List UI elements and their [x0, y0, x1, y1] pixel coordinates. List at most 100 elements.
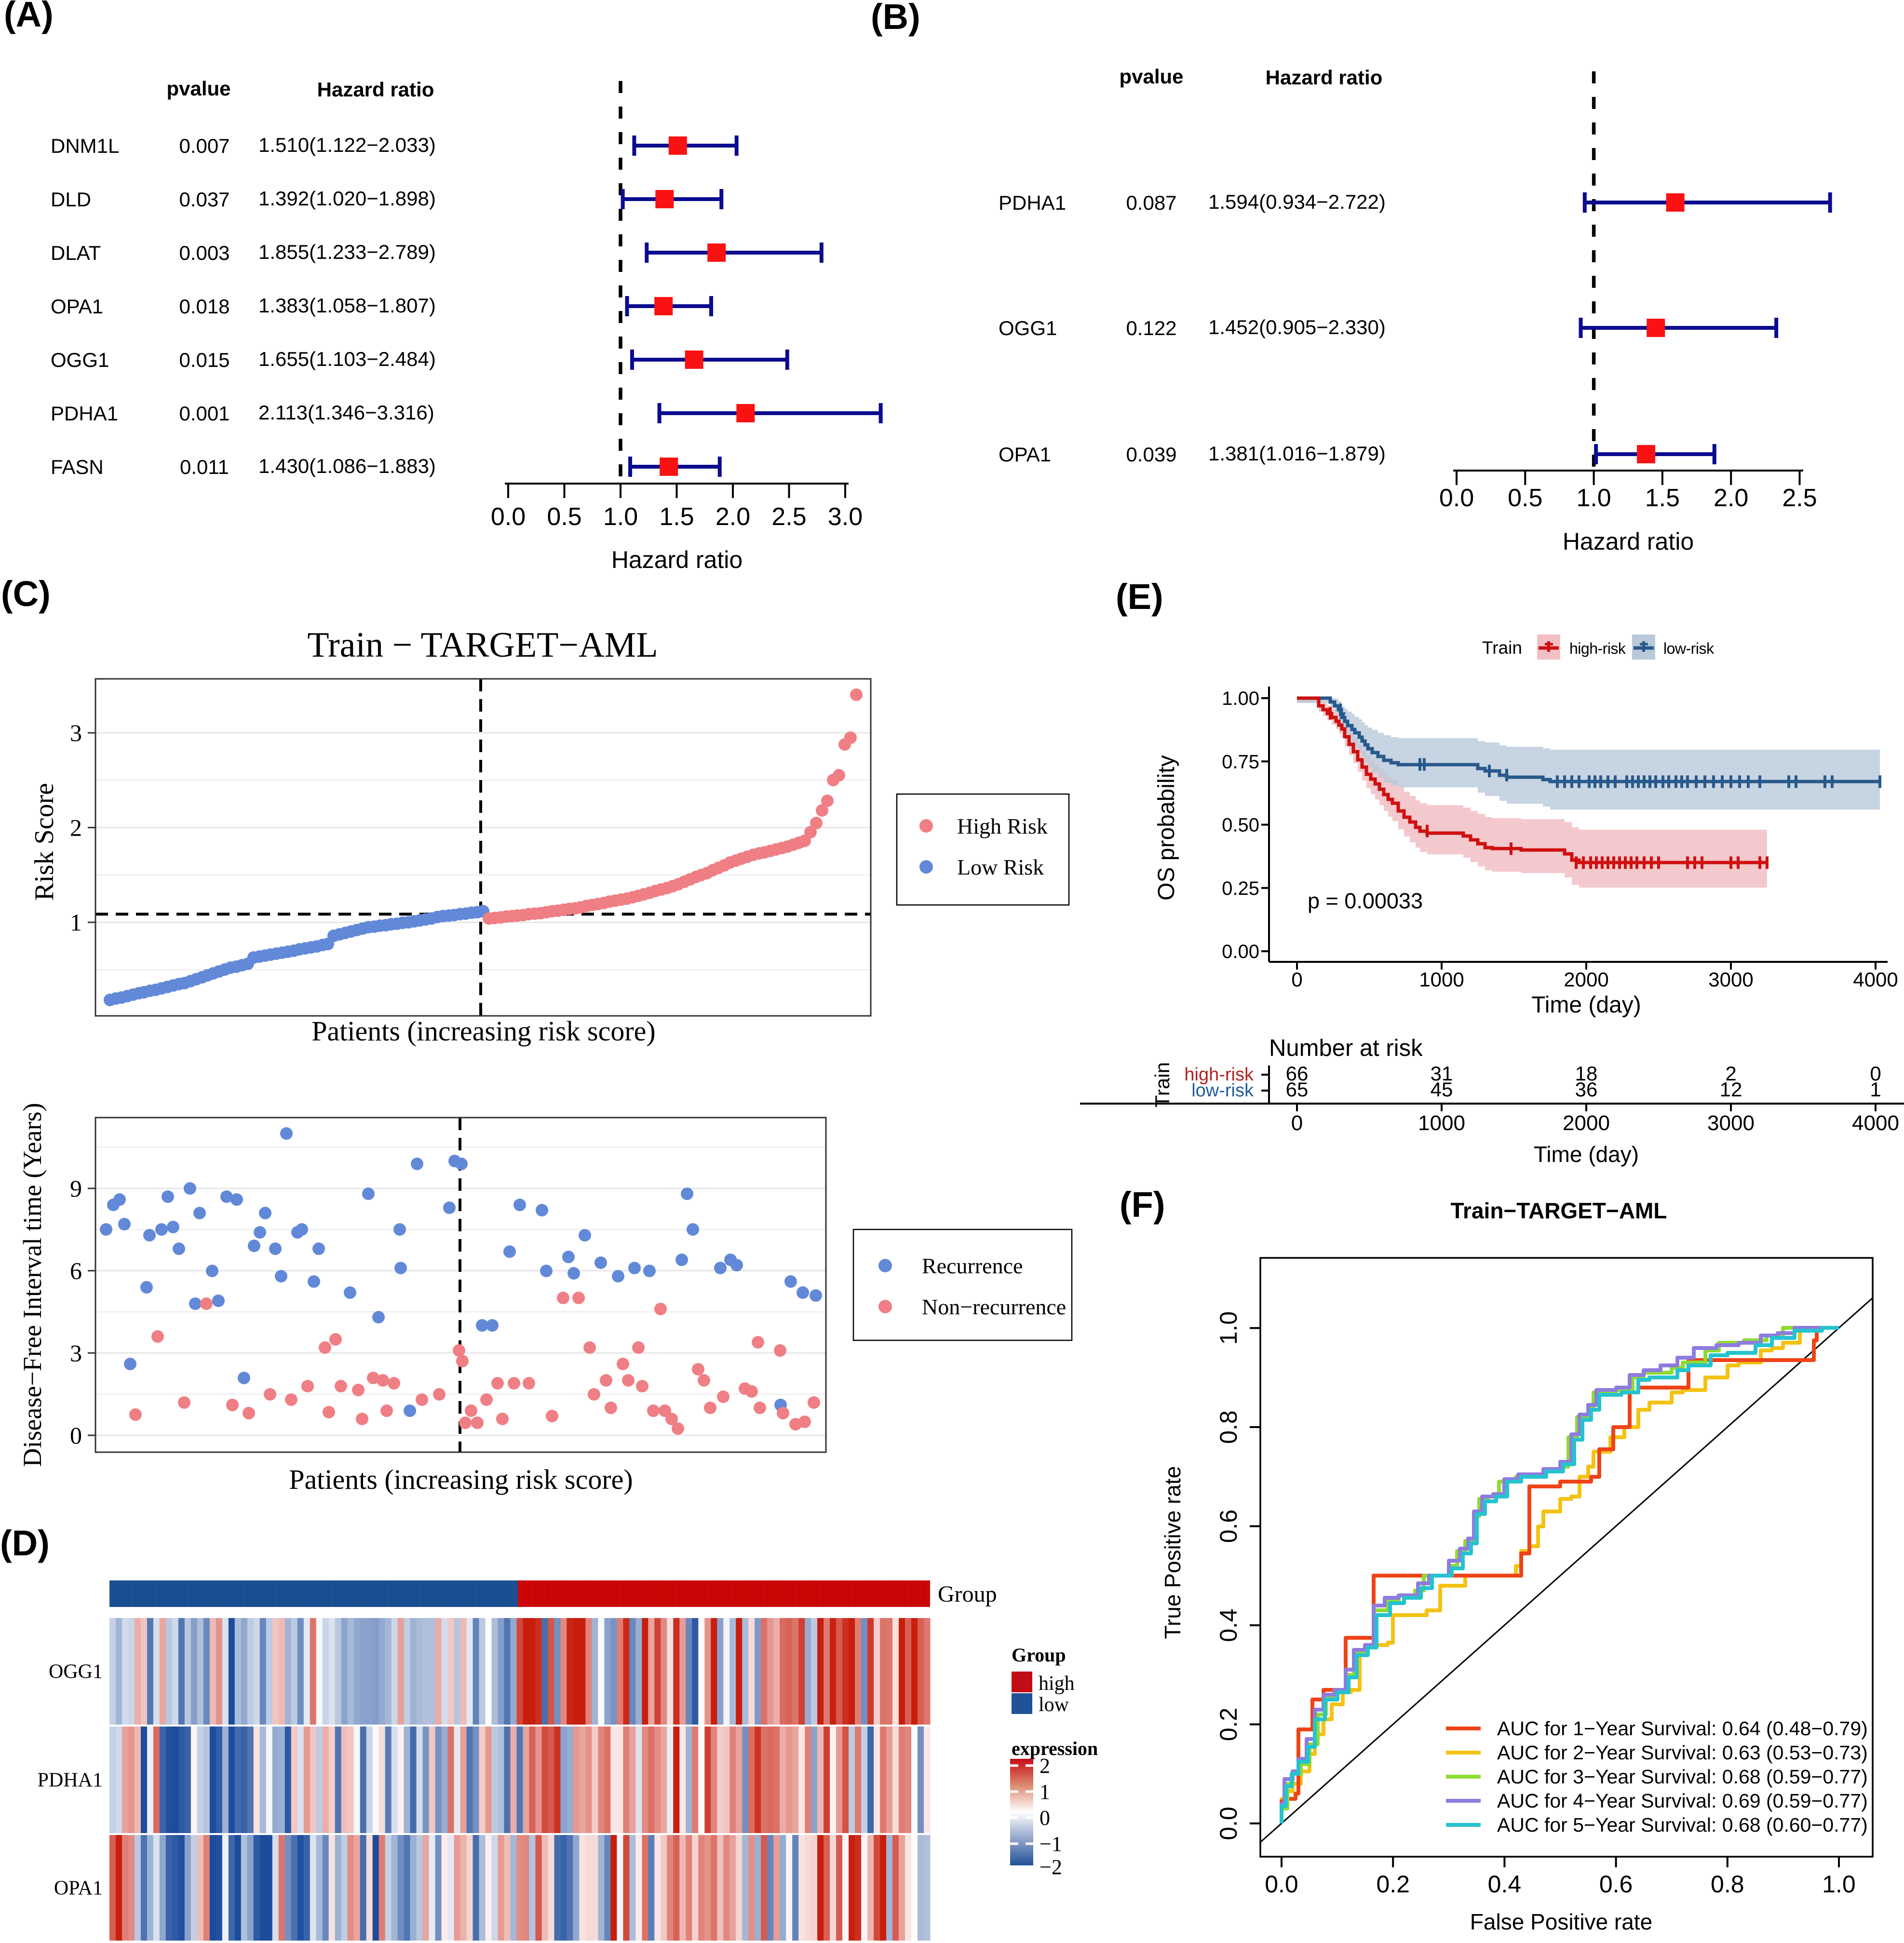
svg-text:Time (day): Time (day) — [1531, 992, 1641, 1018]
svg-text:31: 31 — [1431, 1062, 1453, 1085]
svg-text:(B): (B) — [871, 0, 920, 37]
svg-text:Hazard ratio: Hazard ratio — [317, 78, 434, 101]
svg-text:Non−recurrence: Non−recurrence — [922, 1295, 1066, 1319]
svg-text:True Positive rate: True Positive rate — [1160, 1466, 1185, 1639]
svg-text:1000: 1000 — [1418, 1111, 1465, 1135]
svg-text:0.0: 0.0 — [491, 503, 526, 531]
svg-text:1.0: 1.0 — [603, 503, 638, 531]
svg-text:(C): (C) — [1, 574, 51, 614]
svg-text:0.50: 0.50 — [1222, 815, 1259, 836]
svg-text:0.039: 0.039 — [1126, 443, 1176, 466]
svg-text:low-risk: low-risk — [1663, 640, 1715, 657]
svg-text:AUC for 5−Year Survival: 0.68: AUC for 5−Year Survival: 0.68 (0.60−0.77… — [1497, 1814, 1868, 1836]
svg-text:2: 2 — [70, 814, 82, 841]
svg-text:0.011: 0.011 — [180, 456, 229, 478]
svg-text:1.0: 1.0 — [1822, 1871, 1856, 1898]
svg-text:high-risk: high-risk — [1184, 1065, 1254, 1085]
svg-text:0.007: 0.007 — [179, 135, 230, 157]
svg-text:2.0: 2.0 — [716, 503, 750, 531]
svg-text:1: 1 — [70, 909, 82, 936]
svg-text:2.0: 2.0 — [1714, 484, 1748, 512]
svg-text:0.122: 0.122 — [1126, 317, 1176, 339]
svg-text:1: 1 — [1040, 1780, 1050, 1804]
svg-text:AUC for 1−Year Survival: 0.64: AUC for 1−Year Survival: 0.64 (0.48−0.79… — [1497, 1717, 1868, 1740]
svg-text:0.018: 0.018 — [179, 295, 230, 318]
svg-text:1.0: 1.0 — [1576, 484, 1611, 512]
svg-text:2.113(1.346−3.316): 2.113(1.346−3.316) — [258, 401, 434, 424]
svg-text:(E): (E) — [1116, 577, 1163, 617]
svg-text:3000: 3000 — [1708, 968, 1753, 991]
svg-text:AUC for 4−Year Survival: 0.69: AUC for 4−Year Survival: 0.69 (0.59−0.77… — [1497, 1790, 1868, 1812]
svg-text:2.5: 2.5 — [1782, 484, 1817, 512]
svg-text:0.6: 0.6 — [1599, 1871, 1633, 1898]
svg-text:1.00: 1.00 — [1222, 688, 1259, 709]
svg-text:False Positive rate: False Positive rate — [1470, 1909, 1652, 1934]
svg-text:pvalue: pvalue — [1119, 65, 1183, 88]
svg-text:Train − TARGET−AML: Train − TARGET−AML — [307, 625, 658, 665]
svg-text:3: 3 — [70, 719, 82, 746]
svg-text:Patients (increasing risk scor: Patients (increasing risk score) — [311, 1015, 656, 1047]
svg-text:0: 0 — [70, 1422, 82, 1449]
svg-text:high: high — [1039, 1673, 1075, 1695]
svg-text:0: 0 — [1040, 1806, 1050, 1830]
svg-text:PDHA1: PDHA1 — [999, 191, 1066, 214]
svg-text:3000: 3000 — [1707, 1111, 1755, 1135]
svg-text:Disease−Free Interval time (Ye: Disease−Free Interval time (Years) — [18, 1103, 47, 1467]
svg-text:1.452(0.905−2.330): 1.452(0.905−2.330) — [1208, 316, 1386, 338]
svg-text:AUC for 2−Year Survival: 0.63: AUC for 2−Year Survival: 0.63 (0.53−0.73… — [1497, 1741, 1868, 1764]
svg-text:4000: 4000 — [1852, 1111, 1899, 1135]
svg-text:high-risk: high-risk — [1569, 640, 1626, 657]
svg-text:36: 36 — [1575, 1078, 1598, 1101]
svg-text:1.381(1.016−1.879): 1.381(1.016−1.879) — [1208, 442, 1386, 465]
svg-text:DLD: DLD — [51, 188, 91, 211]
svg-text:0.8: 0.8 — [1711, 1871, 1744, 1898]
svg-text:4000: 4000 — [1853, 968, 1898, 991]
svg-text:expression: expression — [1012, 1738, 1098, 1759]
svg-text:0.5: 0.5 — [547, 503, 581, 531]
svg-text:0.5: 0.5 — [1508, 484, 1542, 512]
svg-text:Risk Score: Risk Score — [29, 783, 59, 901]
svg-text:Patients (increasing risk scor: Patients (increasing risk score) — [289, 1464, 633, 1495]
svg-text:0.0: 0.0 — [1265, 1871, 1298, 1898]
svg-text:OPA1: OPA1 — [54, 1877, 103, 1900]
svg-text:Hazard ratio: Hazard ratio — [1563, 528, 1694, 555]
svg-text:0: 0 — [1291, 1111, 1303, 1135]
svg-text:Train−TARGET−AML: Train−TARGET−AML — [1451, 1198, 1667, 1223]
svg-text:0.2: 0.2 — [1376, 1871, 1410, 1898]
svg-text:−1: −1 — [1040, 1832, 1062, 1856]
svg-text:DLAT: DLAT — [51, 242, 101, 264]
svg-text:1000: 1000 — [1419, 968, 1464, 991]
svg-text:Group: Group — [938, 1581, 997, 1607]
svg-text:0.4: 0.4 — [1488, 1871, 1522, 1898]
svg-text:Hazard ratio: Hazard ratio — [611, 546, 743, 573]
svg-text:0.003: 0.003 — [179, 242, 230, 264]
svg-text:OGG1: OGG1 — [51, 349, 109, 371]
svg-text:0.75: 0.75 — [1222, 751, 1259, 772]
svg-text:1.5: 1.5 — [659, 503, 694, 531]
svg-text:low: low — [1039, 1694, 1069, 1716]
svg-text:0.8: 0.8 — [1215, 1410, 1242, 1444]
svg-text:(F): (F) — [1120, 1185, 1165, 1225]
svg-text:Time (day): Time (day) — [1534, 1142, 1639, 1167]
svg-text:pvalue: pvalue — [166, 77, 230, 100]
svg-text:AUC for 3−Year Survival: 0.68: AUC for 3−Year Survival: 0.68 (0.59−0.77… — [1497, 1766, 1868, 1788]
svg-text:High Risk: High Risk — [957, 814, 1048, 838]
svg-text:FASN: FASN — [51, 456, 104, 478]
svg-text:Hazard ratio: Hazard ratio — [1266, 66, 1383, 89]
svg-text:2: 2 — [1040, 1754, 1050, 1778]
svg-text:0.25: 0.25 — [1222, 878, 1259, 899]
svg-text:0.4: 0.4 — [1215, 1608, 1242, 1642]
svg-text:1: 1 — [1870, 1078, 1881, 1101]
svg-text:0: 0 — [1291, 968, 1302, 991]
svg-text:Recurrence: Recurrence — [922, 1254, 1023, 1278]
svg-text:1.383(1.058−1.807): 1.383(1.058−1.807) — [258, 294, 436, 317]
svg-text:0.015: 0.015 — [179, 349, 230, 371]
svg-text:1.855(1.233−2.789): 1.855(1.233−2.789) — [258, 241, 436, 263]
svg-text:1.5: 1.5 — [1645, 484, 1680, 512]
svg-text:(D): (D) — [0, 1523, 50, 1563]
svg-text:−2: −2 — [1040, 1855, 1062, 1879]
svg-text:0.0: 0.0 — [1215, 1807, 1242, 1840]
svg-text:1.430(1.086−1.883): 1.430(1.086−1.883) — [258, 455, 436, 477]
svg-text:OPA1: OPA1 — [51, 295, 103, 318]
svg-text:p = 0.00033: p = 0.00033 — [1308, 889, 1423, 913]
